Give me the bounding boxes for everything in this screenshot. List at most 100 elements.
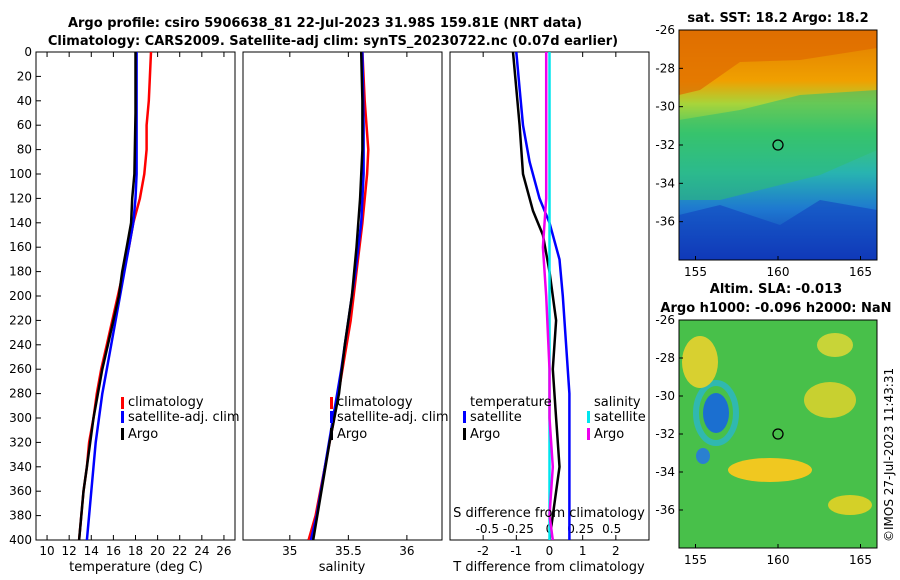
- figure-title-line2: Climatology: CARS2009. Satellite-adj cli…: [48, 34, 618, 49]
- map-y-tick-label: -36: [655, 503, 675, 517]
- y-tick-label: 60: [17, 118, 32, 132]
- salinity-diff-label: S difference from climatology: [453, 506, 645, 521]
- sst-cool-patch: [679, 200, 877, 260]
- map-x-tick-label: 155: [684, 265, 707, 279]
- y-tick-label: 80: [17, 143, 32, 157]
- series-line-argo: [311, 52, 364, 540]
- y-tick-label: 120: [9, 191, 32, 205]
- series-line-salinity-argo: [541, 52, 555, 540]
- sla-yellow-patch: [728, 458, 812, 482]
- map-y-tick-label: -26: [655, 23, 675, 37]
- sla-map-title-line1: Altim. SLA: -0.013: [710, 282, 842, 297]
- x-tick-label: 16: [106, 544, 121, 558]
- salinity-x-label: salinity: [319, 560, 366, 575]
- x-tick-label: 26: [216, 544, 231, 558]
- y-tick-label: 160: [9, 240, 32, 254]
- legend-swatch-satellite: [330, 411, 333, 423]
- map-y-tick-label: -32: [655, 427, 675, 441]
- y-tick-label: 20: [17, 69, 32, 83]
- salinity-axes: [242, 51, 443, 541]
- legend-label-climatology: climatology: [337, 395, 413, 410]
- sla-yellow-patch-2: [682, 336, 718, 388]
- sla-blue-small: [696, 448, 710, 464]
- sst-profile-marker: [772, 139, 784, 151]
- y-tick-label: 360: [9, 484, 32, 498]
- x-tick-label: -1: [510, 544, 522, 558]
- map-y-tick-label: -26: [655, 313, 675, 327]
- legend-label-sal-satellite: satellite: [594, 410, 646, 425]
- s-tick-label: 0.5: [602, 522, 621, 536]
- legend-title-temperature: temperature: [470, 395, 552, 410]
- sst-map-ticks: 155 160 165 -26 -28 -30 -32 -34 -36: [655, 23, 872, 279]
- temperature-y-ticks: 0 20 40 60 80 100 120 140 160 180 200 220 240 260 280 3…: [9, 45, 41, 547]
- legend-label-climatology: climatology: [128, 395, 204, 410]
- y-tick-label: 380: [9, 509, 32, 523]
- y-tick-label: 300: [9, 411, 32, 425]
- y-tick-label: 100: [9, 167, 32, 181]
- legend-swatch-climatology: [330, 397, 333, 409]
- y-tick-label: 240: [9, 338, 32, 352]
- map-y-tick-label: -32: [655, 138, 675, 152]
- difference-series: [511, 52, 571, 540]
- y-tick-label: 340: [9, 460, 32, 474]
- legend-label-satellite: satellite-adj. clim: [337, 410, 449, 425]
- x-tick-label: 36: [399, 544, 414, 558]
- temperature-legend: climatology satellite-adj. clim Argo: [121, 395, 240, 442]
- legend-swatch-argo: [330, 428, 333, 440]
- x-tick-label: 12: [62, 544, 77, 558]
- sla-profile-marker: [772, 428, 784, 440]
- sst-warm-patch: [679, 30, 877, 95]
- x-tick-label: 1: [579, 544, 587, 558]
- sla-yellow-patch-5: [817, 333, 853, 357]
- y-tick-label: 320: [9, 435, 32, 449]
- sla-blue-eddy: [703, 393, 729, 433]
- legend-swatch-satellite: [121, 411, 124, 423]
- sla-yellow-patch-4: [828, 495, 872, 515]
- map-x-tick-label: 160: [767, 553, 790, 567]
- y-tick-label: 0: [24, 45, 32, 59]
- legend-swatch-temp-argo: [463, 428, 466, 440]
- temperature-x-label: temperature (deg C): [69, 560, 203, 575]
- x-tick-label: 10: [39, 544, 54, 558]
- y-tick-label: 200: [9, 289, 32, 303]
- x-tick-label: 35.5: [335, 544, 362, 558]
- x-tick-label: 35: [282, 544, 297, 558]
- salinity-series: [307, 52, 370, 540]
- legend-label-argo: Argo: [128, 427, 158, 442]
- legend-swatch-temp-satellite: [463, 411, 466, 423]
- legend-title-salinity: salinity: [594, 395, 641, 410]
- series-line-temperature-satellite: [515, 52, 571, 540]
- figure-title-line1: Argo profile: csiro 5906638_81 22-Jul-20…: [68, 16, 582, 31]
- legend-label-argo: Argo: [337, 427, 367, 442]
- salinity-legend: climatology satellite-adj. clim Argo: [330, 395, 449, 442]
- map-x-tick-label: 165: [849, 265, 872, 279]
- difference-x-label: T difference from climatology: [452, 560, 645, 575]
- legend-swatch-climatology: [121, 397, 124, 409]
- x-tick-label: 2: [612, 544, 620, 558]
- x-tick-label: 18: [128, 544, 143, 558]
- x-tick-label: -2: [477, 544, 489, 558]
- legend-swatch-sal-satellite: [587, 411, 590, 423]
- s-tick-label: -0.25: [503, 522, 534, 536]
- series-line-argo: [77, 52, 137, 540]
- map-y-tick-label: -28: [655, 61, 675, 75]
- sst-green-band: [679, 90, 877, 200]
- sla-map-ticks: 155 160 165 -26 -28 -30 -32 -34 -36: [655, 313, 872, 567]
- sla-cyan-halo: [693, 380, 739, 446]
- map-y-tick-label: -30: [655, 100, 675, 114]
- legend-swatch-sal-argo: [587, 428, 590, 440]
- sla-yellow-patch-3: [804, 382, 856, 418]
- y-tick-label: 180: [9, 265, 32, 279]
- map-x-tick-label: 155: [684, 553, 707, 567]
- x-tick-label: 0: [546, 544, 554, 558]
- sla-map-title-line2: Argo h1000: -0.096 h2000: NaN: [660, 301, 891, 316]
- legend-label-sal-argo: Argo: [594, 427, 624, 442]
- x-tick-label: 14: [84, 544, 99, 558]
- y-tick-label: 260: [9, 362, 32, 376]
- map-y-tick-label: -36: [655, 215, 675, 229]
- legend-label-temp-satellite: satellite: [470, 410, 522, 425]
- s-tick-label: -0.5: [476, 522, 499, 536]
- y-tick-label: 280: [9, 387, 32, 401]
- x-tick-label: 20: [150, 544, 165, 558]
